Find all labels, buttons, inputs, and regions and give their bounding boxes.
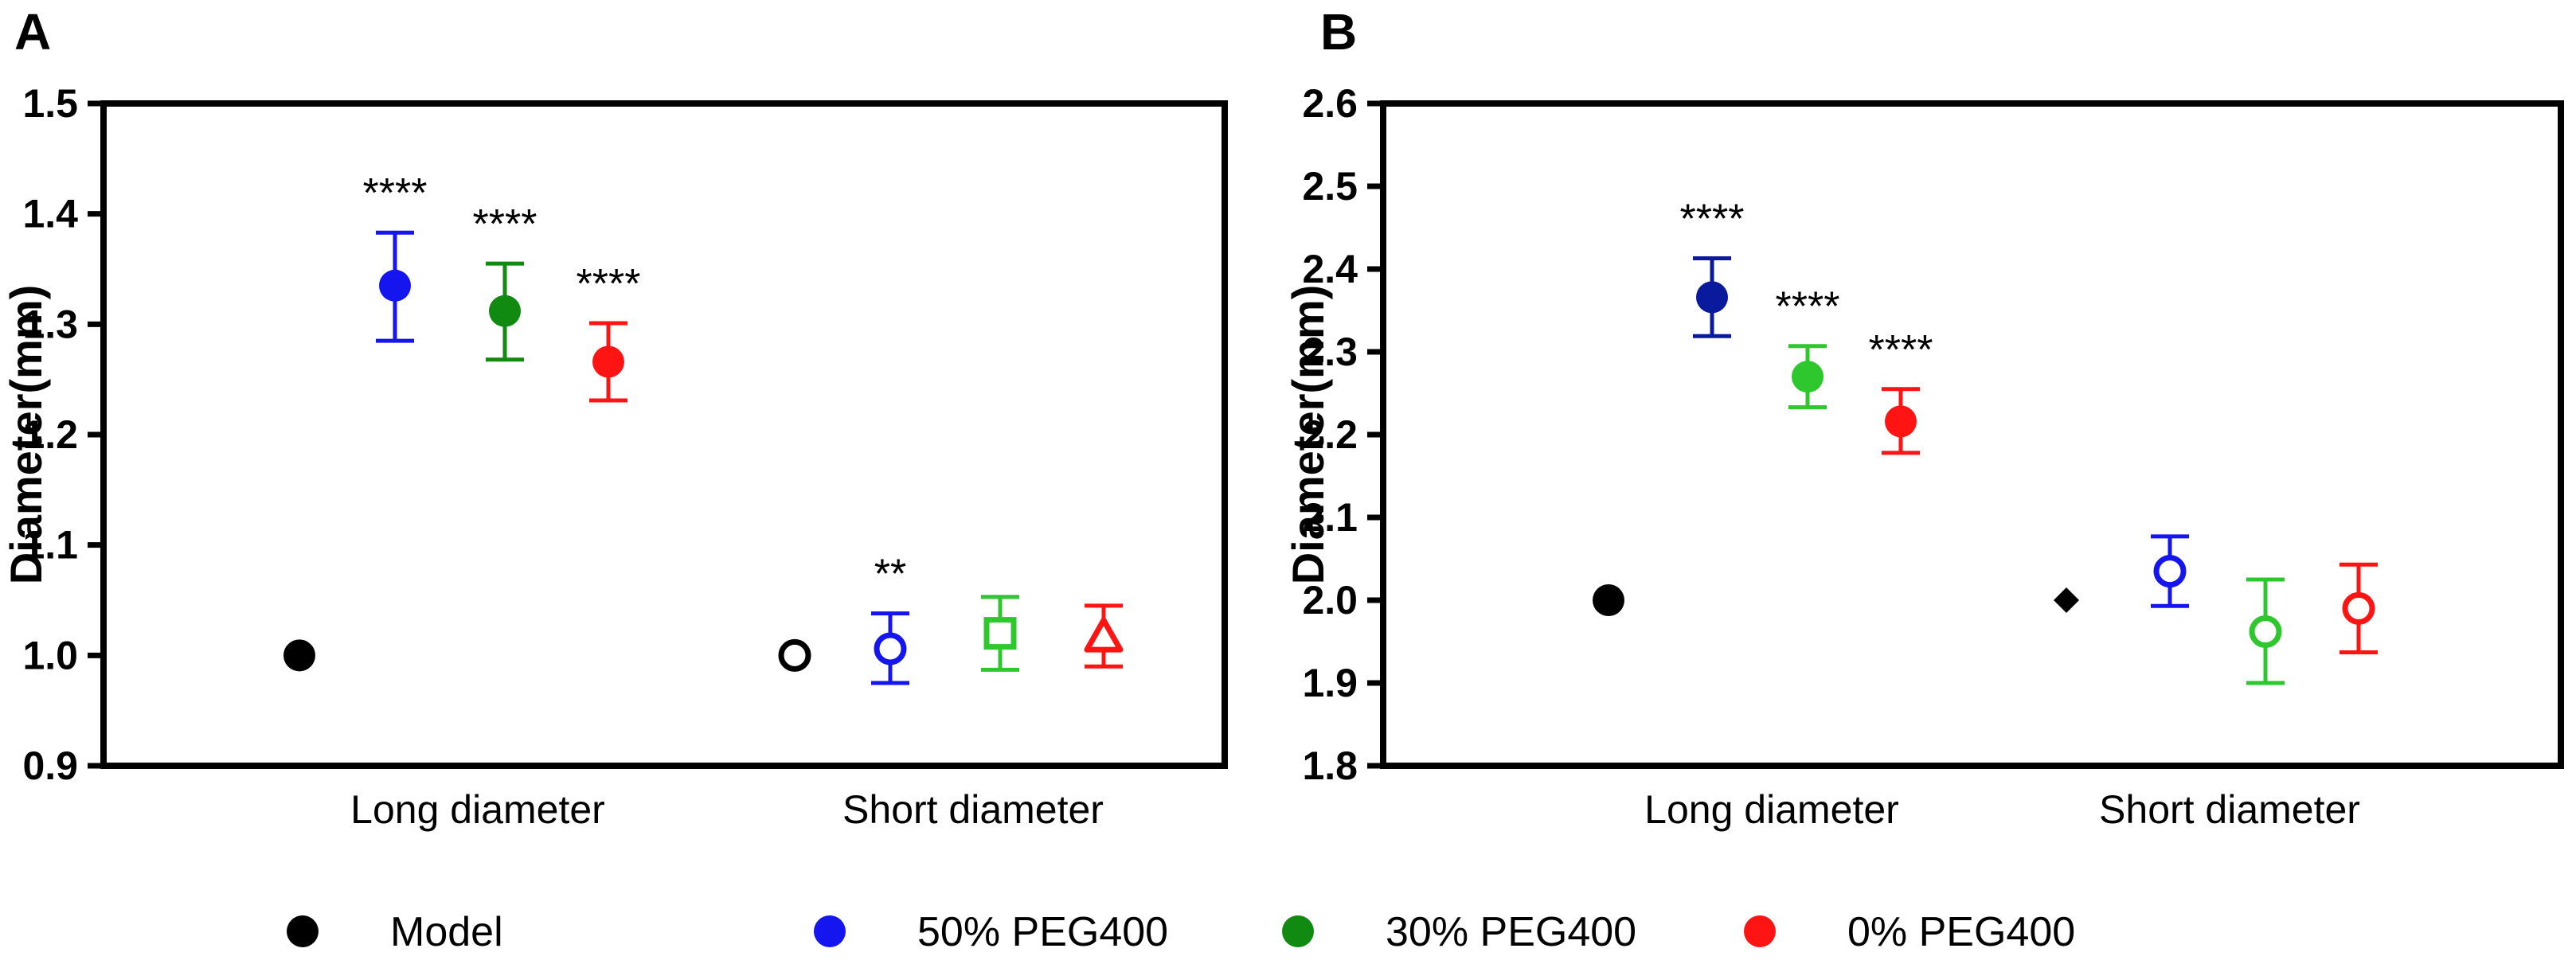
- significance-label: ****: [1680, 196, 1745, 242]
- data-point-50-peg400: [1696, 281, 1728, 314]
- y-tick-label: 1.5: [22, 81, 78, 126]
- significance-label: ****: [577, 261, 641, 307]
- legend-marker: [1282, 915, 1314, 947]
- y-tick-label: 1.4: [22, 192, 78, 236]
- legend-label: 0% PEG400: [1847, 909, 2075, 955]
- y-axis-label: Diameter(mm): [1, 285, 51, 585]
- data-point-0-peg400: [2342, 591, 2375, 625]
- data-point-model: [1593, 584, 1624, 616]
- y-tick-label: 2.5: [1302, 164, 1358, 209]
- data-point-30-peg400: [983, 617, 1017, 650]
- panel-letter: B: [1320, 3, 1357, 60]
- y-tick-label: 1.3: [22, 302, 78, 346]
- y-tick-label: 2.1: [1302, 495, 1358, 540]
- panel-letter: A: [14, 3, 51, 60]
- figure-legend: Model 50% PEG400 30% PEG400 0% PEG400: [287, 909, 2075, 955]
- y-axis-label: Diameter(mm): [1283, 285, 1333, 585]
- legend-label: 30% PEG400: [1386, 909, 1636, 955]
- significance-label: ****: [363, 170, 428, 217]
- y-tick-label: 2.3: [1302, 330, 1358, 374]
- legend-marker: [1744, 915, 1776, 947]
- data-point-30-peg400: [489, 295, 521, 327]
- y-tick-label: 1.1: [22, 523, 78, 568]
- y-tick-label: 1.9: [1302, 661, 1358, 705]
- y-tick-label: 2.4: [1302, 247, 1358, 291]
- y-tick-label: 1.0: [22, 633, 78, 677]
- data-point-0-peg400: [1084, 617, 1124, 653]
- data-point-50-peg400: [379, 269, 411, 302]
- y-tick-label: 1.8: [1302, 743, 1358, 788]
- y-tick-label: 2.0: [1302, 578, 1358, 622]
- data-point-30-peg400: [1792, 361, 1824, 393]
- data-point-model: [778, 638, 811, 672]
- significance-label: ****: [1869, 327, 1933, 373]
- data-point-model: [2054, 587, 2079, 613]
- panel-b-chart: B 1.8 1.9 2.0 2.1 2.2 2.3 2.4 2.5 2.6 Diameter(mm)…: [1283, 3, 2564, 832]
- y-tick-label: 0.9: [22, 743, 78, 788]
- data-point-0-peg400: [1885, 405, 1917, 438]
- legend-label: Model: [390, 909, 503, 955]
- data-point-0-peg400: [592, 345, 624, 378]
- data-point-model: [283, 639, 315, 672]
- legend-marker: [287, 915, 319, 947]
- significance-label: **: [874, 552, 906, 598]
- y-tick-label: 2.6: [1302, 81, 1358, 126]
- data-point-50-peg400: [874, 632, 907, 665]
- x-category-label: Short diameter: [842, 787, 1104, 832]
- y-tick-label: 1.2: [22, 412, 78, 457]
- significance-label: ****: [1776, 284, 1840, 330]
- x-category-label: Short diameter: [2099, 787, 2360, 832]
- data-point-50-peg400: [2153, 555, 2187, 588]
- legend-label: 50% PEG400: [917, 909, 1168, 955]
- legend-marker: [814, 915, 846, 947]
- significance-label: ****: [473, 201, 537, 248]
- data-point-30-peg400: [2249, 615, 2282, 649]
- panel-a-chart: A 0.9 1.0 1.1 1.2 1.3 1.4 1.5 Diameter(mm) Long d…: [1, 3, 1228, 832]
- x-category-label: Long diameter: [1644, 787, 1899, 832]
- y-tick-label: 2.2: [1302, 412, 1358, 457]
- x-category-label: Long diameter: [350, 787, 605, 832]
